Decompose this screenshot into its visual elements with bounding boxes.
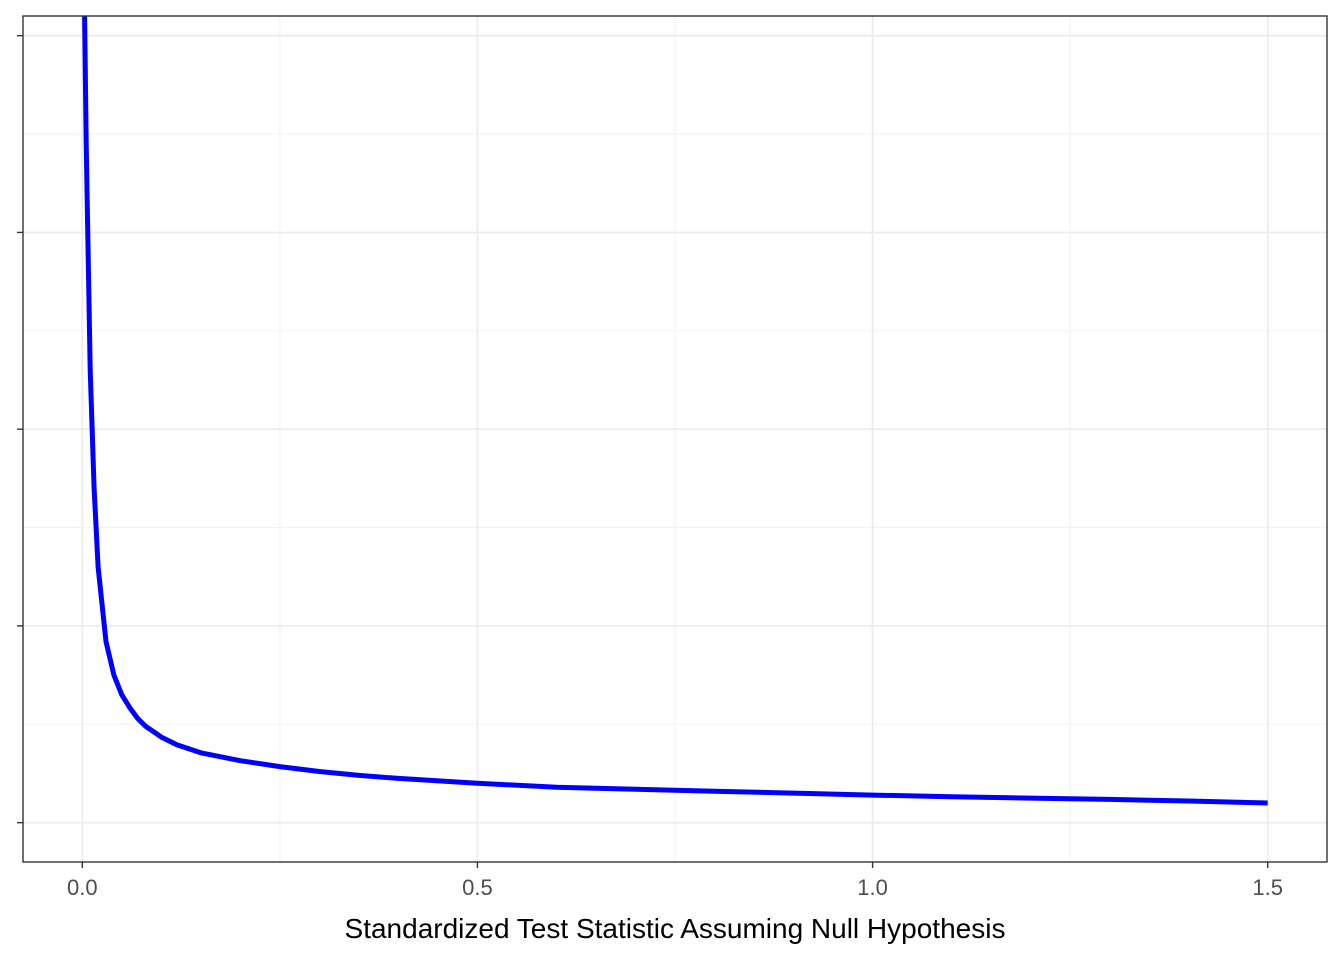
x-tick-label: 0.0	[67, 875, 98, 900]
grid-major	[23, 16, 1327, 862]
panel-border	[22, 15, 1328, 863]
x-tick-label: 0.5	[462, 875, 493, 900]
x-axis-ticks: 0.0 0.5 1.0 1.5	[67, 862, 1283, 900]
y-axis-ticks	[17, 34, 23, 824]
x-tick-label: 1.0	[857, 875, 888, 900]
series-line-1	[82, 15, 1268, 806]
x-tick-label: 1.5	[1252, 875, 1283, 900]
grid-minor	[23, 16, 1327, 862]
x-axis-title: Standardized Test Statistic Assuming Nul…	[345, 913, 1006, 944]
series-layer	[82, 15, 1268, 806]
